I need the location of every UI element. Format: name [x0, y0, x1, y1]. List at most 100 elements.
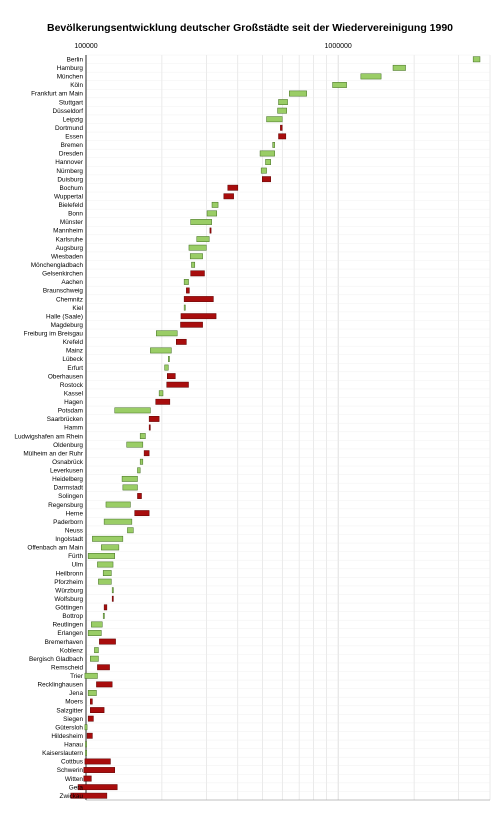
bar-increase [265, 159, 271, 165]
bar-increase [158, 390, 164, 397]
category-label: Kassel [64, 390, 83, 397]
category-label: Mülheim an der Ruhr [23, 450, 84, 457]
bar-decrease [143, 450, 150, 457]
category-label: Witten [65, 776, 84, 783]
bar-increase [188, 244, 207, 251]
bar-increase [189, 253, 203, 260]
bar-increase [168, 356, 170, 362]
bar-increase [206, 210, 218, 217]
bar-increase [87, 553, 115, 559]
category-label: Heidelberg [52, 476, 83, 483]
category-label: Hanau [64, 742, 83, 749]
bar-decrease [70, 792, 108, 799]
category-label: Potsdam [58, 408, 83, 415]
bar-decrease [96, 681, 113, 688]
category-label: Köln [70, 82, 83, 89]
category-label: Bonn [68, 211, 83, 218]
bar-increase [150, 347, 172, 354]
bar-increase [94, 647, 99, 654]
bar-increase [392, 64, 406, 71]
category-label: Ludwigshafen am Rhein [14, 433, 83, 440]
bar-increase [87, 630, 102, 636]
category-label: Gera [69, 784, 84, 791]
category-label: Herne [66, 510, 84, 517]
bar-increase [98, 578, 112, 585]
bar-increase [90, 655, 99, 662]
category-label: Zwickau [60, 793, 84, 800]
category-label: Hamburg [57, 65, 84, 72]
category-label: Hamm [64, 425, 83, 432]
bar-decrease [183, 296, 214, 302]
bar-increase [121, 475, 138, 482]
bar-decrease [97, 664, 110, 671]
category-label: Osnabrück [52, 459, 84, 466]
bar-increase [97, 561, 114, 568]
category-label: Freiburg im Breisgau [24, 331, 84, 338]
bar-increase [126, 441, 144, 448]
bar-increase [103, 518, 133, 525]
category-label: Bergisch Gladbach [29, 656, 83, 663]
bar-decrease [278, 133, 287, 140]
bar-decrease [83, 775, 92, 782]
bar-decrease [176, 338, 187, 345]
category-label: Mainz [66, 348, 83, 355]
bar-increase [277, 107, 287, 114]
category-label: Rostock [60, 382, 84, 389]
category-label: Heilbronn [56, 570, 84, 577]
plot-area [86, 55, 490, 800]
bar-increase [156, 330, 178, 337]
category-label: Mönchengladbach [31, 262, 84, 269]
category-label: Dresden [59, 151, 84, 158]
category-label: Neuss [65, 527, 83, 534]
category-label: Oberhausen [48, 373, 84, 380]
category-label: Bottrop [62, 613, 83, 620]
category-label: Bielefeld [58, 202, 83, 209]
category-label: Recklinghausen [38, 682, 84, 689]
bar-decrease [90, 707, 105, 713]
bar-decrease [111, 595, 114, 602]
bar-decrease [166, 381, 189, 388]
bar-decrease [227, 184, 239, 191]
bar-decrease [180, 321, 203, 328]
category-label: München [57, 74, 84, 81]
bars [70, 56, 481, 799]
category-label: Schwerin [57, 767, 84, 774]
category-label: Solingen [58, 493, 83, 500]
category-label: Kaiserslautern [42, 750, 83, 757]
bar-increase [127, 527, 134, 534]
bar-decrease [148, 424, 151, 431]
category-label: Darmstadt [54, 485, 84, 492]
bar-increase [92, 535, 124, 542]
category-label: Remscheid [51, 664, 83, 671]
bar-increase [122, 484, 138, 491]
category-label: Cottbus [61, 759, 83, 766]
bar-increase [360, 73, 382, 80]
bar-increase [84, 724, 88, 731]
category-label: Lübeck [62, 356, 83, 363]
bar-increase [196, 236, 210, 243]
bar-decrease [77, 784, 118, 791]
category-label: Berlin [67, 56, 84, 63]
category-label: Augsburg [56, 245, 84, 252]
bar-increase [183, 279, 189, 285]
category-label: Saarbrücken [47, 416, 84, 423]
category-label: Paderborn [53, 519, 83, 526]
category-label: Siegen [63, 716, 83, 723]
bar-decrease [83, 767, 115, 773]
bar-increase [102, 570, 112, 576]
category-label: Chemnitz [56, 296, 83, 303]
x-tick-label: 100000 [74, 43, 97, 50]
category-label: Ingolstadt [55, 536, 83, 543]
category-label: Essen [65, 134, 83, 141]
category-label: Düsseldorf [52, 108, 83, 115]
category-label: Magdeburg [51, 322, 84, 329]
category-label: Moers [65, 699, 83, 706]
category-label: Braunschweig [43, 288, 84, 295]
category-label: Dortmund [55, 125, 84, 132]
bar-increase [289, 90, 307, 97]
bar-increase [272, 142, 275, 148]
category-label: Hildesheim [51, 733, 83, 740]
category-label: Erfurt [67, 365, 83, 372]
chart-title: Bevölkerungsentwicklung deutscher Großst… [46, 22, 454, 34]
